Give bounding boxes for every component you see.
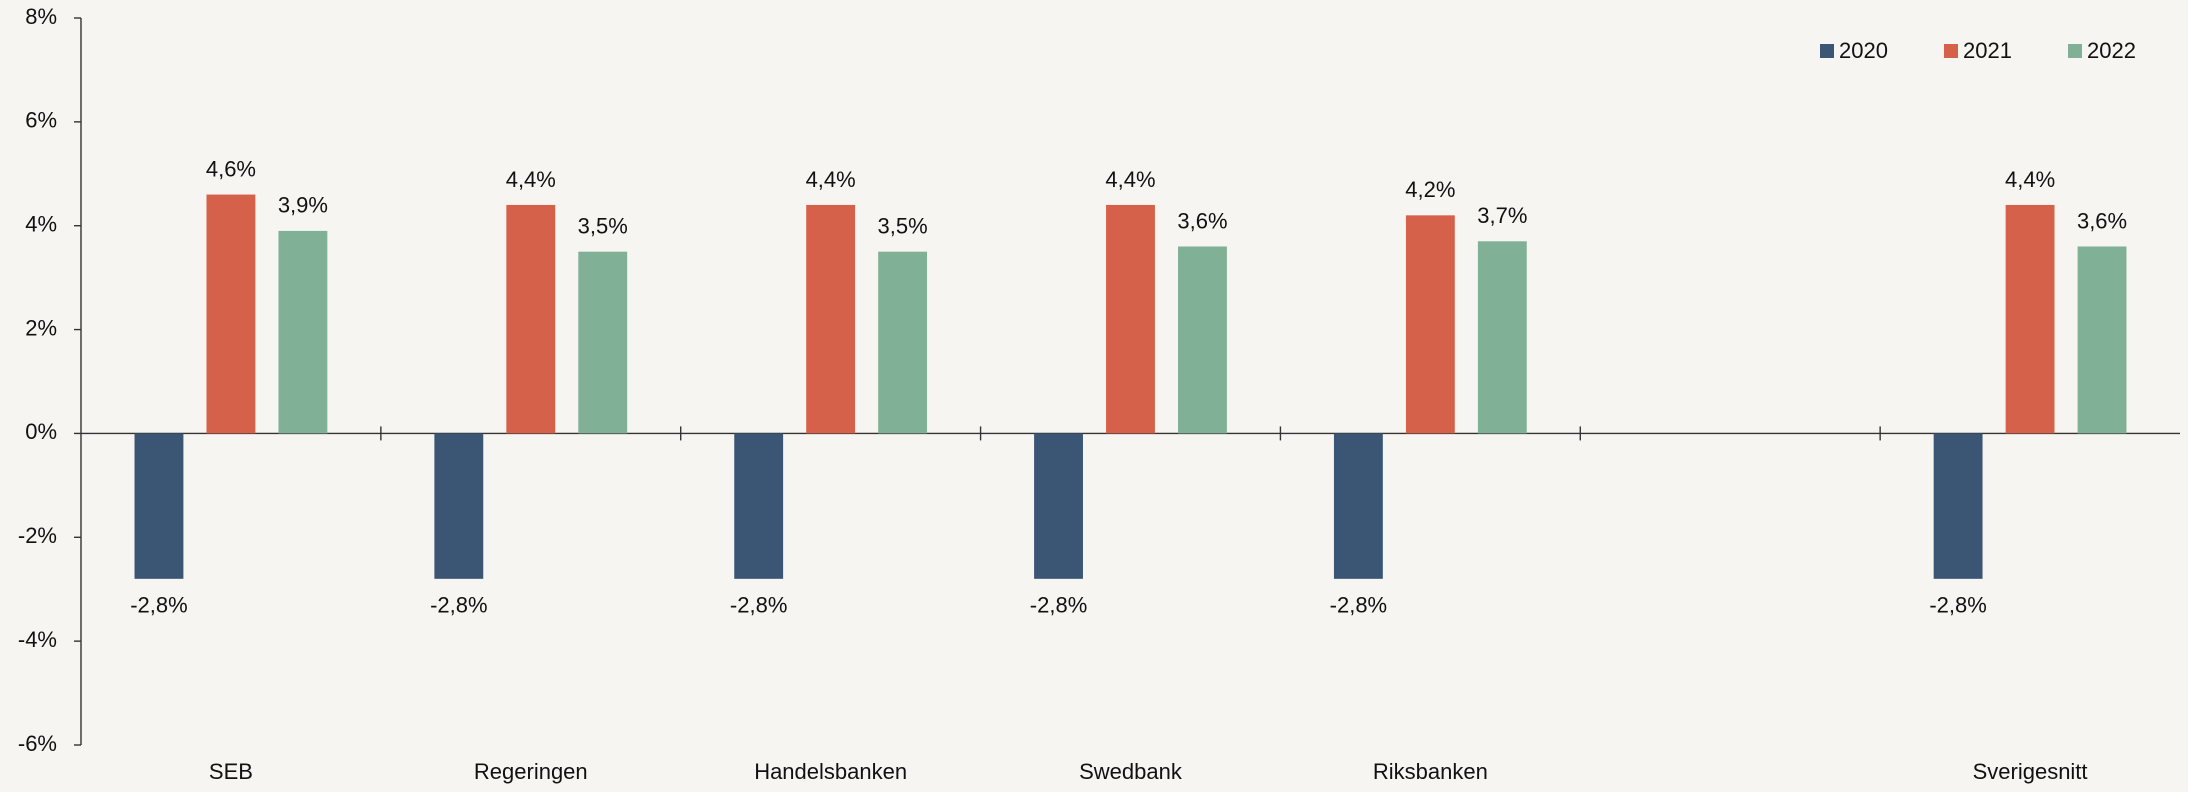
bar [278,230,328,434]
bar [134,433,184,579]
value-label: 3,6% [1177,208,1227,233]
bar [206,194,256,434]
value-label: -2,8% [1030,593,1087,618]
value-label: 3,6% [2077,208,2127,233]
y-tick-label: 8% [25,4,57,29]
value-label: -2,8% [1929,593,1986,618]
value-label: 4,4% [806,167,856,192]
value-label: -2,8% [130,593,187,618]
x-tick-label: Swedbank [1079,759,1183,784]
bar [1106,204,1155,434]
legend-swatch [2068,44,2082,58]
bar [578,251,628,434]
y-tick-label: 6% [25,108,57,133]
value-label: 4,4% [1105,167,1155,192]
bar [434,433,484,579]
y-tick-label: 4% [25,212,57,237]
value-label: 3,5% [878,213,928,238]
x-tick-label: Sverigesnitt [1973,759,2088,784]
y-tick-label: 0% [25,419,57,444]
x-tick-label: SEB [209,759,253,784]
value-label: 4,4% [2005,167,2055,192]
bar [1034,433,1083,579]
value-label: 3,5% [578,213,628,238]
legend-label: 2020 [1839,38,1888,63]
bar [1405,215,1455,434]
bar [1477,241,1527,434]
bar [506,204,556,434]
legend-label: 2022 [2087,38,2136,63]
x-tick-label: Regeringen [474,759,588,784]
y-tick-label: -2% [18,523,57,548]
bar [1933,433,1983,579]
value-label: 4,2% [1405,177,1455,202]
value-label: -2,8% [430,593,487,618]
value-label: 4,4% [506,167,556,192]
bar [878,251,928,434]
legend-swatch [1820,44,1834,58]
y-tick-label: 2% [25,315,57,340]
bar [2005,204,2055,434]
legend-swatch [1944,44,1958,58]
bar [734,433,784,579]
bar [2077,246,2127,434]
value-label: 3,9% [278,193,328,218]
value-label: -2,8% [1330,593,1387,618]
value-label: 3,7% [1477,203,1527,228]
bar [1178,246,1227,434]
legend-label: 2021 [1963,38,2012,63]
x-tick-label: Handelsbanken [754,759,907,784]
value-label: 4,6% [206,156,256,181]
value-label: -2,8% [730,593,787,618]
y-tick-label: -4% [18,627,57,652]
bar [806,204,856,434]
bar [1333,433,1383,579]
y-tick-label: -6% [18,731,57,756]
x-tick-label: Riksbanken [1373,759,1488,784]
